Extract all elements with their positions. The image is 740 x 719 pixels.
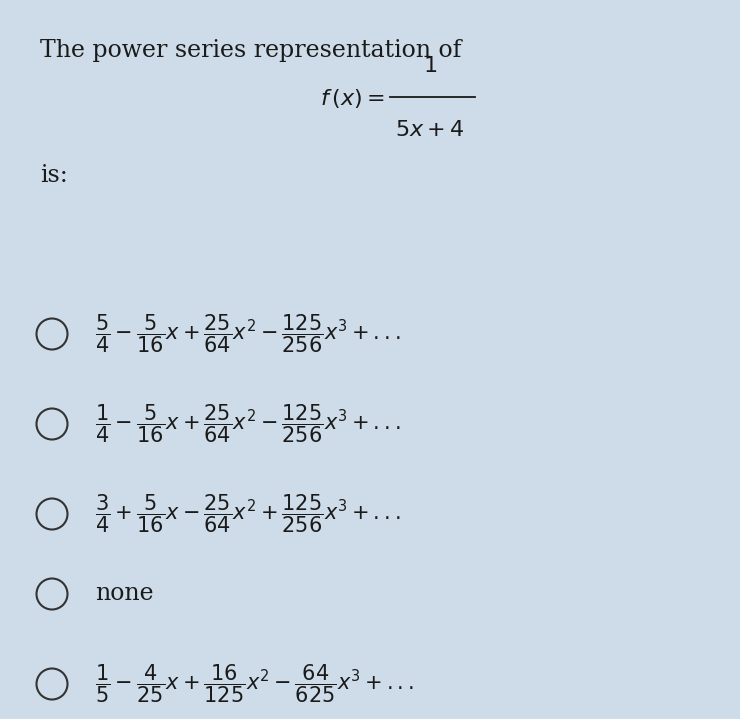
Text: The power series representation of: The power series representation of xyxy=(40,39,461,62)
Text: none: none xyxy=(95,582,154,605)
Text: $\dfrac{3}{4} + \dfrac{5}{16}x - \dfrac{25}{64}x^2 + \dfrac{125}{256}x^3 + ...$: $\dfrac{3}{4} + \dfrac{5}{16}x - \dfrac{… xyxy=(95,493,401,535)
Text: is:: is: xyxy=(40,164,68,187)
Text: $f\,(x) =$: $f\,(x) =$ xyxy=(320,88,385,111)
Text: $5x + 4$: $5x + 4$ xyxy=(395,119,465,141)
Text: $\dfrac{5}{4} - \dfrac{5}{16}x + \dfrac{25}{64}x^2 - \dfrac{125}{256}x^3 + ...$: $\dfrac{5}{4} - \dfrac{5}{16}x + \dfrac{… xyxy=(95,313,401,355)
Text: $1$: $1$ xyxy=(423,55,437,77)
Text: $\dfrac{1}{4} - \dfrac{5}{16}x + \dfrac{25}{64}x^2 - \dfrac{125}{256}x^3 + ...$: $\dfrac{1}{4} - \dfrac{5}{16}x + \dfrac{… xyxy=(95,403,401,445)
Text: $\dfrac{1}{5} - \dfrac{4}{25}x + \dfrac{16}{125}x^2 - \dfrac{64}{625}x^3 + ...$: $\dfrac{1}{5} - \dfrac{4}{25}x + \dfrac{… xyxy=(95,663,414,705)
